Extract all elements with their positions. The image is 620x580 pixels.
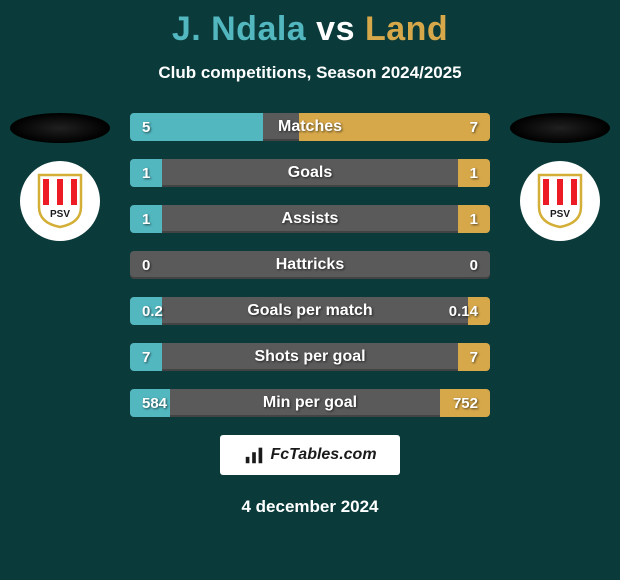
stat-label: Goals per match — [130, 297, 490, 325]
club-badge-left: PSV — [10, 113, 110, 219]
shadow-ellipse-icon — [10, 113, 110, 143]
footer-brand: FcTables.com — [220, 435, 400, 475]
stat-row: 57Matches — [130, 113, 490, 141]
stats-arena: PSV PSV 57Matches 11Goals 11Assists 00Hattr… — [0, 113, 620, 417]
stat-row: 00Hattricks — [130, 251, 490, 279]
stat-row: 0.20.14Goals per match — [130, 297, 490, 325]
comparison-title: J. Ndala vs Land — [0, 0, 620, 49]
svg-text:PSV: PSV — [550, 209, 570, 220]
footer-brand-text: FcTables.com — [270, 446, 376, 464]
subtitle: Club competitions, Season 2024/2025 — [0, 63, 620, 83]
club-badge-right: PSV — [510, 113, 610, 219]
player2-name: Land — [365, 10, 448, 48]
shadow-ellipse-icon — [510, 113, 610, 143]
stat-row: 77Shots per goal — [130, 343, 490, 371]
svg-text:PSV: PSV — [50, 209, 70, 220]
stat-row: 584752Min per goal — [130, 389, 490, 417]
stat-label: Goals — [130, 159, 490, 187]
badge-circle: PSV — [520, 161, 600, 241]
stat-label: Hattricks — [130, 251, 490, 279]
psv-crest-icon: PSV — [37, 173, 83, 229]
stat-label: Shots per goal — [130, 343, 490, 371]
stat-label: Assists — [130, 205, 490, 233]
stat-label: Matches — [130, 113, 490, 141]
stat-label: Min per goal — [130, 389, 490, 417]
stat-row: 11Goals — [130, 159, 490, 187]
bar-chart-icon — [243, 444, 265, 466]
player1-name: J. Ndala — [172, 10, 306, 48]
stat-row: 11Assists — [130, 205, 490, 233]
date-text: 4 december 2024 — [0, 497, 620, 517]
psv-crest-icon: PSV — [537, 173, 583, 229]
vs-text: vs — [316, 10, 355, 48]
stats-container: 57Matches 11Goals 11Assists 00Hattricks 0.20… — [130, 113, 490, 417]
badge-circle: PSV — [20, 161, 100, 241]
